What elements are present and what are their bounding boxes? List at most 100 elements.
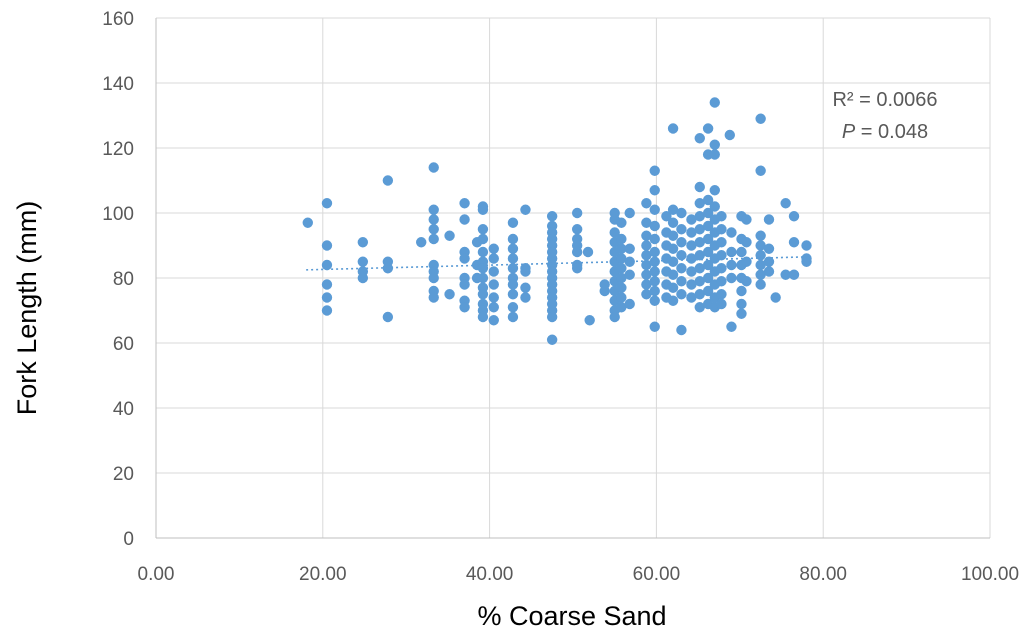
data-point xyxy=(616,292,627,303)
x-tick-label: 40.00 xyxy=(466,564,514,585)
data-point xyxy=(520,292,531,303)
data-point xyxy=(507,289,519,300)
data-point xyxy=(444,289,455,300)
data-point xyxy=(755,259,766,271)
data-point xyxy=(321,259,333,271)
data-point xyxy=(694,237,705,248)
data-point xyxy=(780,269,791,280)
trendline xyxy=(306,256,807,271)
data-point xyxy=(686,227,697,238)
data-point xyxy=(716,250,727,261)
data-point xyxy=(616,272,627,284)
x-tick-label: 0.00 xyxy=(138,564,175,585)
data-point xyxy=(459,253,470,264)
y-tick-label: 140 xyxy=(102,74,134,95)
axes xyxy=(155,18,990,539)
data-point xyxy=(788,269,800,280)
data-point xyxy=(641,289,652,300)
data-point xyxy=(428,224,439,235)
data-point xyxy=(649,266,660,277)
x-axis-title: % Coarse Sand xyxy=(477,601,666,631)
data-point xyxy=(686,240,697,251)
data-point xyxy=(616,302,627,313)
data-point xyxy=(641,240,652,251)
y-tick-label: 100 xyxy=(102,204,134,225)
data-point xyxy=(571,263,583,274)
data-point xyxy=(649,233,660,245)
y-tick-label: 60 xyxy=(113,334,134,355)
y-tick-labels: 0 20 40 60 80 100 120 140 160 xyxy=(102,9,134,550)
data-point xyxy=(649,285,660,297)
data-point xyxy=(694,181,705,193)
data-point xyxy=(616,217,627,228)
data-point xyxy=(676,289,687,300)
data-point xyxy=(641,250,652,261)
data-point xyxy=(694,250,705,261)
data-point xyxy=(444,230,455,241)
data-point xyxy=(624,207,635,219)
data-point xyxy=(321,305,333,316)
data-point xyxy=(507,253,519,264)
data-point xyxy=(667,282,679,293)
data-point xyxy=(676,250,687,261)
data-point xyxy=(520,266,531,277)
data-point xyxy=(709,149,720,160)
data-point xyxy=(428,272,439,284)
data-point xyxy=(624,243,635,254)
x-tick-labels: 0.00 20.00 40.00 60.00 80.00 100.00 xyxy=(138,564,1020,585)
data-point xyxy=(649,204,660,215)
data-point xyxy=(616,233,627,245)
data-point xyxy=(507,263,519,274)
data-point xyxy=(582,246,594,258)
data-point xyxy=(624,269,635,280)
y-tick-label: 160 xyxy=(102,9,134,30)
data-point xyxy=(736,246,747,258)
data-point xyxy=(571,224,583,235)
data-point xyxy=(609,311,620,323)
data-point xyxy=(428,204,439,215)
data-point xyxy=(667,230,679,241)
data-point xyxy=(694,198,705,209)
data-point xyxy=(321,292,333,303)
data-point xyxy=(488,253,499,264)
data-point xyxy=(716,237,727,248)
data-point xyxy=(709,185,720,196)
data-point xyxy=(641,279,652,290)
data-point xyxy=(726,321,737,332)
data-point xyxy=(507,302,519,313)
data-point xyxy=(716,289,727,300)
data-point xyxy=(716,263,727,274)
data-point xyxy=(649,295,660,306)
data-point xyxy=(709,97,720,108)
data-point xyxy=(357,272,369,284)
data-point xyxy=(755,165,766,176)
data-point xyxy=(520,282,531,293)
data-point xyxy=(676,324,687,336)
data-point xyxy=(546,211,558,222)
data-point xyxy=(686,279,697,290)
data-point xyxy=(686,214,697,225)
data-point xyxy=(649,256,660,267)
data-point xyxy=(667,243,679,254)
data-point xyxy=(702,207,714,219)
data-point xyxy=(694,302,705,313)
data-point xyxy=(382,175,394,186)
data-point xyxy=(726,259,737,271)
data-point xyxy=(702,194,714,206)
data-point xyxy=(477,263,489,274)
y-tick-label: 120 xyxy=(102,139,134,160)
data-point xyxy=(801,240,812,251)
data-point xyxy=(686,253,697,264)
data-point xyxy=(477,233,489,245)
data-point xyxy=(755,279,766,290)
data-point xyxy=(507,243,519,254)
data-point xyxy=(694,133,705,144)
y-tick-label: 0 xyxy=(123,529,134,550)
r-squared-annotation: R² = 0.0066 xyxy=(832,89,937,111)
data-point xyxy=(726,246,737,258)
data-point xyxy=(755,250,766,261)
data-point xyxy=(702,233,714,245)
data-point xyxy=(741,214,752,225)
data-point xyxy=(641,259,652,271)
data-point xyxy=(641,198,652,209)
